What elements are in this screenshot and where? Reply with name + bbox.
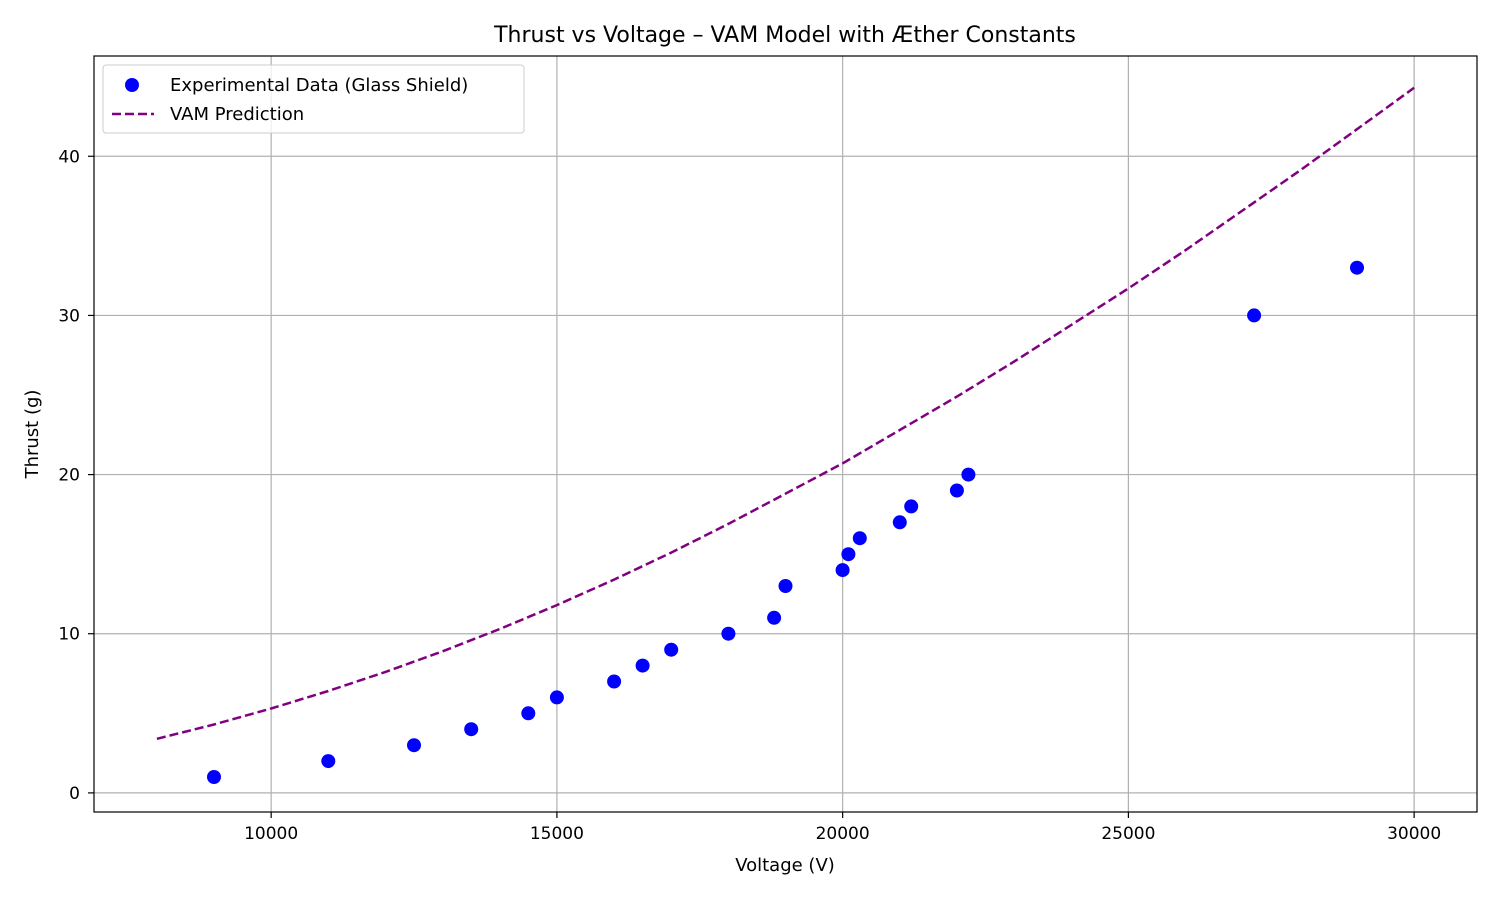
data-point: [892, 515, 907, 530]
data-point: [904, 499, 919, 514]
plot-series: [156, 86, 1415, 784]
data-point: [841, 547, 856, 562]
legend-box: [102, 64, 525, 134]
grid: [94, 56, 1477, 812]
data-point: [321, 754, 336, 769]
data-point: [961, 467, 976, 482]
data-point: [464, 722, 479, 737]
plot-frame: [93, 55, 1478, 813]
data-point: [721, 626, 736, 641]
data-point: [949, 483, 964, 498]
legend: Experimental Data (Glass Shield) VAM Pre…: [102, 64, 525, 134]
legend-marker-experimental: [125, 78, 139, 92]
legend-label-prediction: VAM Prediction: [170, 104, 304, 125]
y-tick-label: 30: [58, 306, 80, 326]
y-tick-label: 40: [58, 147, 80, 167]
data-point: [607, 674, 622, 689]
x-tick-label: 15000: [530, 824, 584, 844]
data-point: [1247, 308, 1262, 323]
y-axis-label: Thrust (g): [22, 390, 43, 480]
y-tick-label: 0: [69, 784, 80, 804]
data-point: [407, 738, 421, 753]
data-point: [549, 690, 564, 705]
data-point: [207, 770, 221, 784]
x-tick-label: 20000: [816, 824, 870, 844]
y-tick-label: 20: [58, 466, 80, 486]
axis-ticks: 10000 15000 20000 25000 30000 0 10 20 30 40: [58, 147, 1441, 844]
x-axis-label: Voltage (V): [735, 855, 835, 876]
data-point: [664, 642, 679, 657]
chart-title: Thrust vs Voltage – VAM Model with Æther…: [493, 23, 1076, 48]
data-point: [778, 579, 793, 593]
legend-label-experimental: Experimental Data (Glass Shield): [170, 75, 468, 96]
y-tick-label: 10: [58, 625, 80, 645]
x-tick-label: 25000: [1101, 824, 1155, 844]
data-point: [835, 563, 850, 578]
data-point: [635, 658, 650, 673]
x-tick-label: 10000: [244, 824, 298, 844]
data-point: [852, 531, 867, 546]
data-point: [767, 610, 782, 625]
data-point: [1350, 260, 1364, 275]
data-point: [521, 706, 536, 721]
prediction-line: [156, 86, 1415, 741]
x-tick-label: 30000: [1387, 824, 1441, 844]
